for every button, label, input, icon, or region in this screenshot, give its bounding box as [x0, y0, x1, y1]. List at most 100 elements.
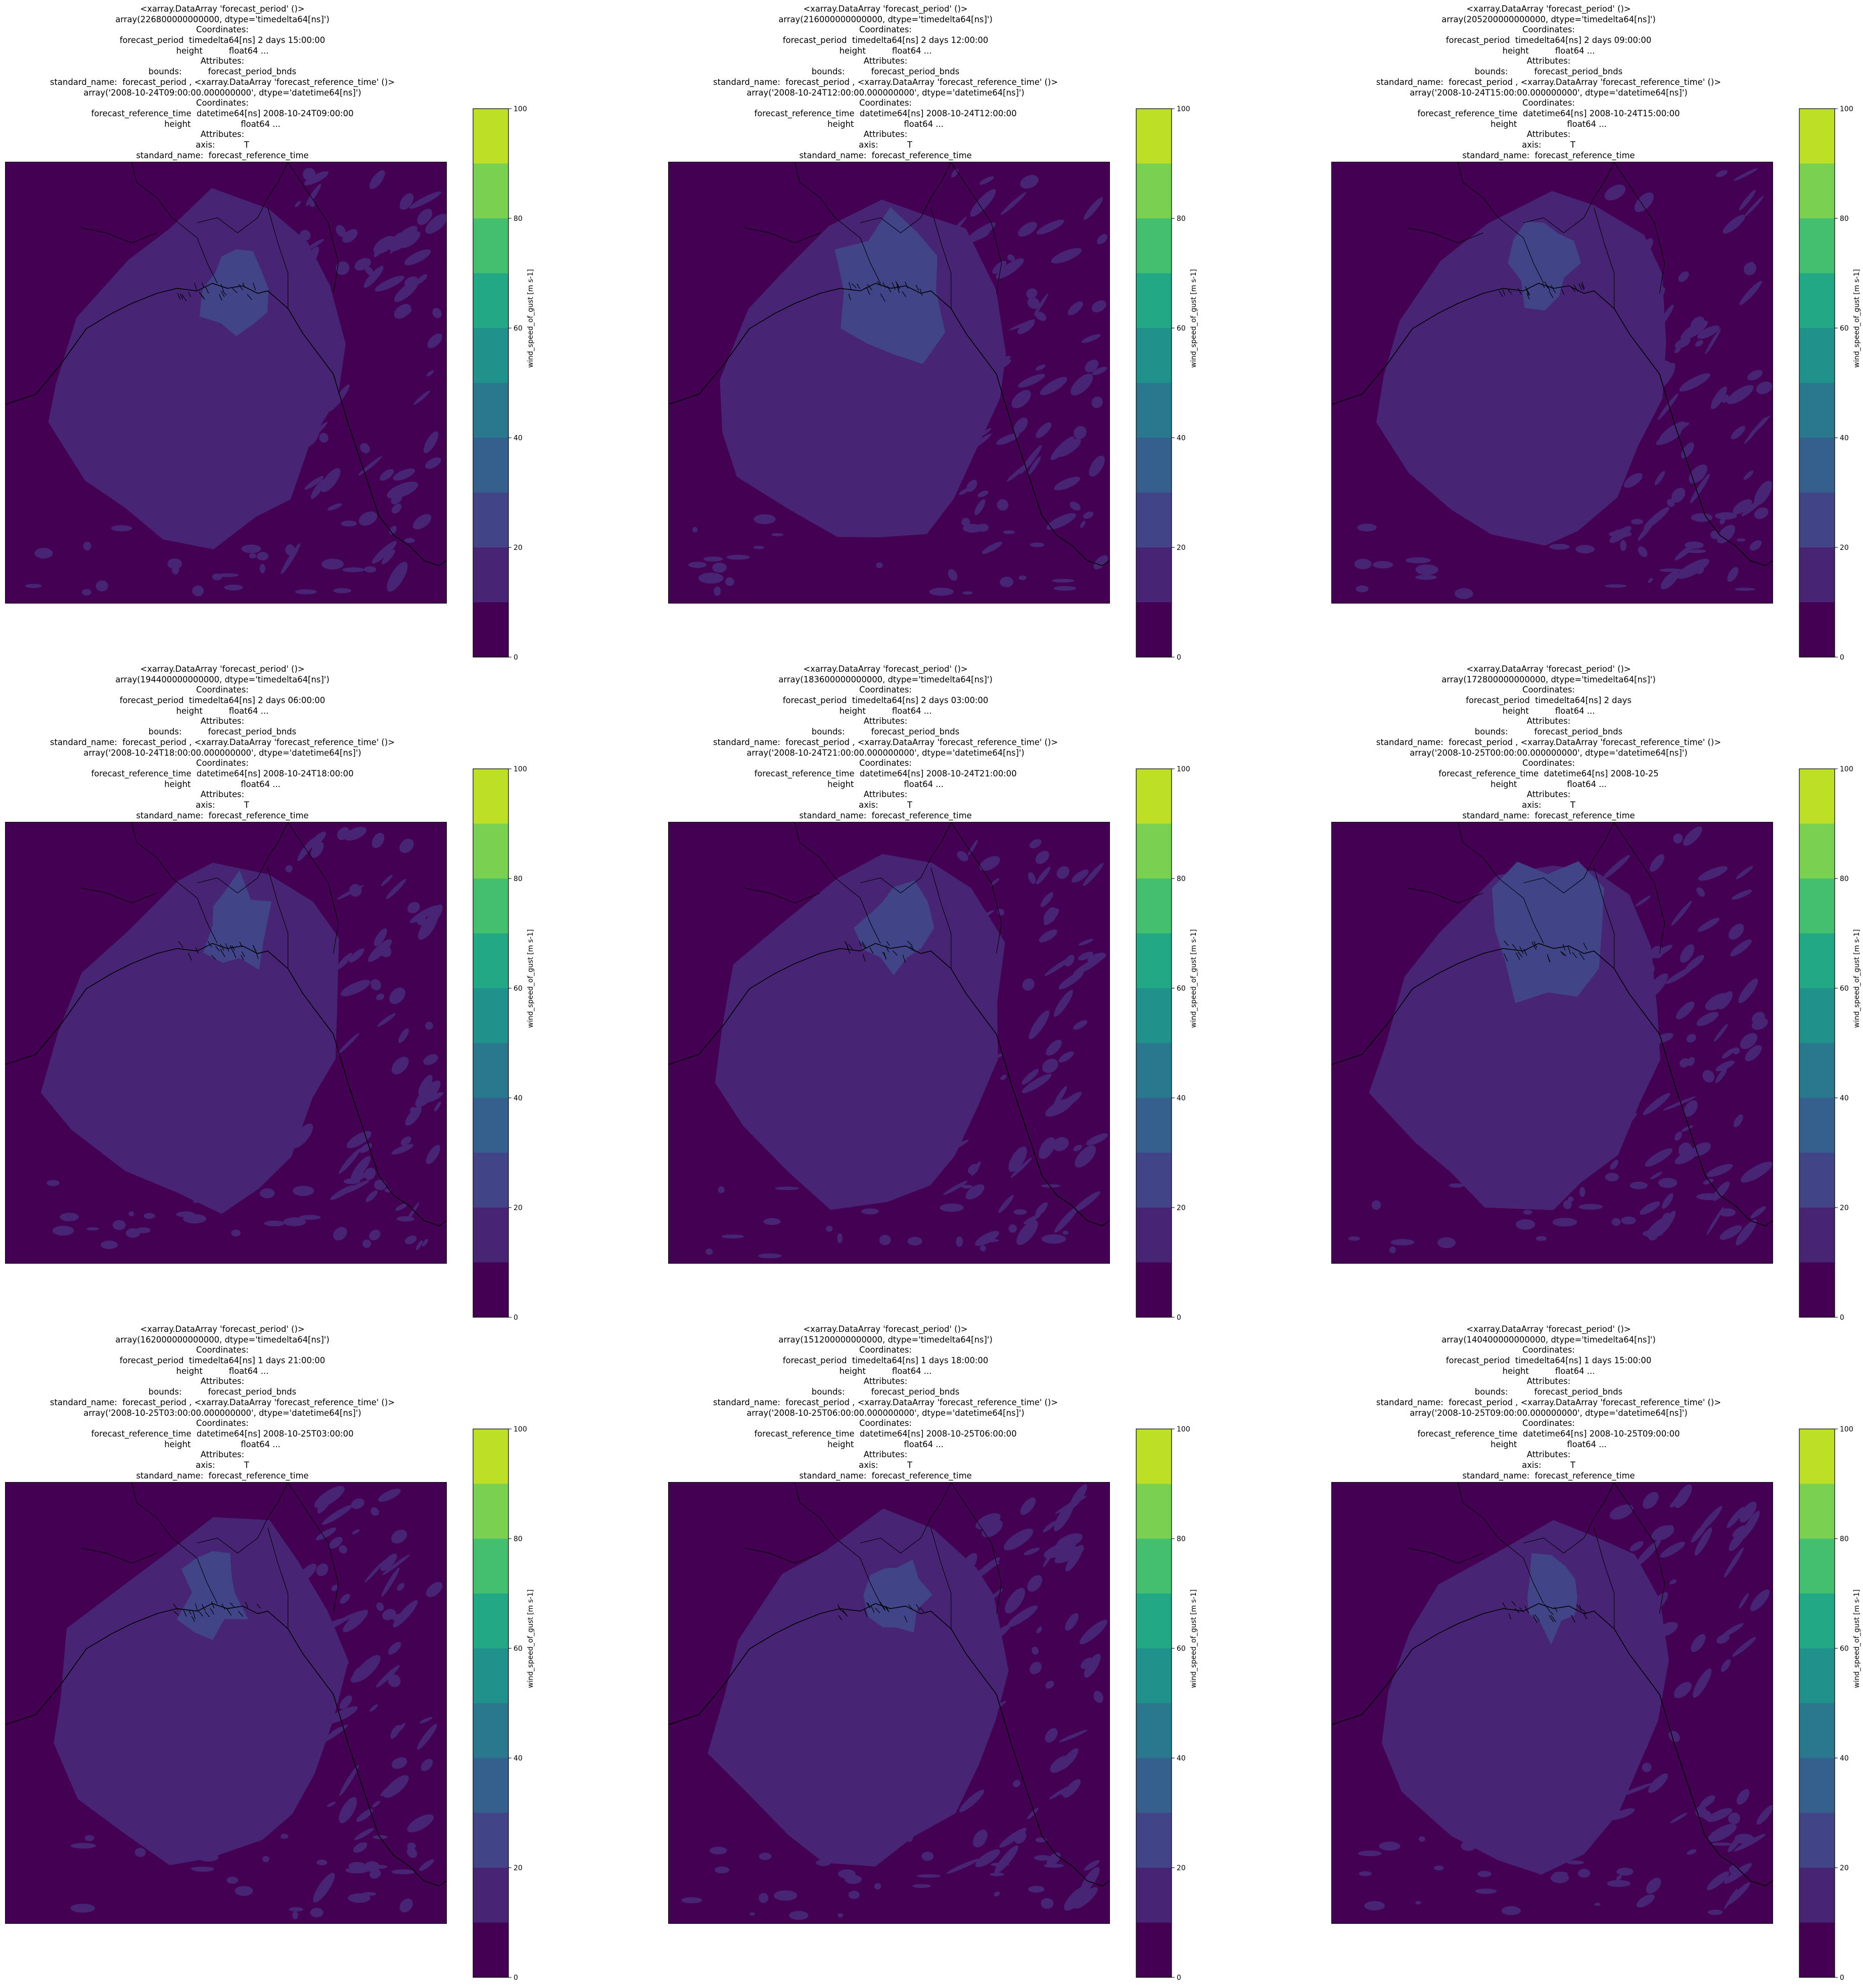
- gust-speckle: [1660, 1542, 1686, 1558]
- wind-gust-map: [668, 1482, 1110, 1924]
- gust-speckle: [1011, 390, 1031, 408]
- delta-island: [1519, 1607, 1524, 1612]
- gust-speckle: [1643, 1492, 1659, 1509]
- gust-speckle: [1678, 271, 1689, 282]
- gust-speckle: [1640, 1607, 1652, 1620]
- delta-island: [1514, 1608, 1520, 1613]
- colorbar-band: [1799, 1098, 1835, 1153]
- colorbar-tick-label: 100: [1840, 765, 1853, 773]
- gust-speckle: [848, 1890, 860, 1899]
- title-line: height float64 ...: [164, 1439, 281, 1449]
- gust-speckle: [1698, 917, 1720, 932]
- country-border: [197, 162, 289, 234]
- country-border: [1523, 162, 1615, 234]
- gust-speckle: [1074, 426, 1087, 439]
- gust-speckle: [1689, 464, 1708, 484]
- delta-island: [191, 1615, 195, 1622]
- delta-island: [220, 291, 225, 297]
- gust-speckle: [1747, 369, 1763, 381]
- gust-speckle: [329, 1537, 343, 1549]
- gust-area-10-20: [1376, 191, 1666, 546]
- gust-speckle: [1035, 851, 1049, 864]
- gust-speckle: [1032, 1646, 1039, 1655]
- delta-island: [885, 1606, 890, 1612]
- gust-speckle: [1616, 1875, 1622, 1881]
- gust-speckle: [1669, 1813, 1688, 1824]
- delta-island: [211, 955, 216, 960]
- delta-island: [1544, 1604, 1550, 1611]
- colorbar-tick-label: 0: [1177, 1974, 1181, 1982]
- gust-speckle: [1606, 401, 1626, 426]
- country-border: [860, 162, 952, 234]
- delta-island: [233, 951, 237, 958]
- gust-speckle: [1620, 540, 1626, 551]
- delta-island: [226, 1607, 232, 1616]
- title-line: array('2008-10-24T15:00:00.000000000', d…: [1410, 87, 1688, 98]
- gust-speckle: [1475, 1888, 1497, 1894]
- colorbar-band: [1799, 1262, 1835, 1317]
- gust-speckle: [317, 1490, 335, 1514]
- gust-speckle: [1732, 1525, 1748, 1538]
- colorbar-band: [1799, 602, 1835, 657]
- colorbar-tick-label: 60: [514, 325, 523, 333]
- gust-speckle: [1434, 1865, 1444, 1871]
- gust-speckle: [1744, 196, 1764, 217]
- gust-speckle: [364, 1168, 376, 1180]
- gust-speckle: [1694, 1528, 1712, 1556]
- country-border: [1407, 888, 1483, 904]
- gust-speckle: [374, 928, 387, 947]
- gust-speckle: [1717, 525, 1735, 544]
- colorbar-band: [473, 769, 508, 824]
- gust-speckle: [1020, 175, 1039, 189]
- colorbar-tick-label: 100: [514, 105, 527, 113]
- delta-island: [859, 941, 862, 947]
- gust-speckle: [1665, 967, 1693, 984]
- title-line: <xarray.DataArray 'forecast_period' ()>: [140, 4, 305, 14]
- gust-speckle: [1740, 1033, 1757, 1049]
- colorbar-tick-label: 40: [1840, 1094, 1849, 1102]
- delta-island: [188, 1609, 192, 1614]
- gust-speckle: [1667, 499, 1675, 507]
- gust-speckle: [395, 1203, 408, 1211]
- colorbar-band: [473, 1868, 508, 1923]
- gust-speckle: [1649, 287, 1665, 305]
- gust-speckle: [1616, 1113, 1638, 1136]
- title-line: <xarray.DataArray 'forecast_period' ()>: [1466, 4, 1631, 14]
- gust-speckle: [322, 1505, 353, 1525]
- gust-speckle: [351, 1156, 371, 1181]
- gust-speckle: [771, 533, 784, 536]
- gust-speckle: [70, 1842, 96, 1849]
- country-border: [1523, 822, 1615, 894]
- delta-island: [886, 1606, 889, 1611]
- delta-island: [848, 944, 854, 951]
- gust-speckle: [1064, 1884, 1091, 1911]
- gust-speckle: [1604, 184, 1625, 201]
- gust-speckle: [715, 1866, 730, 1874]
- gust-speckle: [371, 541, 397, 564]
- colorbar-label-text: wind_speed_of_gust [m s-1]: [1190, 929, 1198, 1028]
- colorbar-tick-label: 20: [514, 1864, 523, 1872]
- title-line: forecast_reference_time datetime64[ns] 2…: [1417, 108, 1680, 118]
- title-line: <xarray.DataArray 'forecast_period' ()>: [140, 664, 305, 674]
- gust-speckle: [1733, 168, 1758, 181]
- gust-speckle: [1646, 1877, 1661, 1894]
- colorbar-band: [1136, 602, 1172, 657]
- panel-title: <xarray.DataArray 'forecast_period' ()> a…: [0, 1324, 445, 1481]
- colorbar-band: [473, 1703, 508, 1758]
- gust-speckle: [1616, 429, 1632, 443]
- coastline: [1332, 1603, 1773, 1887]
- gust-speckle: [1084, 1653, 1101, 1678]
- map-panel: <xarray.DataArray 'forecast_period' ()> a…: [0, 660, 621, 1322]
- country-border: [930, 1528, 952, 1629]
- gust-speckle: [992, 260, 1007, 274]
- colorbar-tick-label: 100: [1840, 1425, 1853, 1434]
- colorbar-band: [1136, 1043, 1172, 1098]
- gust-speckle: [1756, 1805, 1773, 1825]
- gust-speckle: [381, 874, 393, 886]
- gust-speckle: [1696, 1193, 1721, 1200]
- title-line: forecast_period timedelta64[ns] 2 days 0…: [1446, 35, 1652, 45]
- gust-speckle: [1040, 377, 1067, 395]
- country-border: [744, 227, 820, 244]
- gust-speckle: [1697, 325, 1720, 339]
- country-border: [860, 1483, 952, 1554]
